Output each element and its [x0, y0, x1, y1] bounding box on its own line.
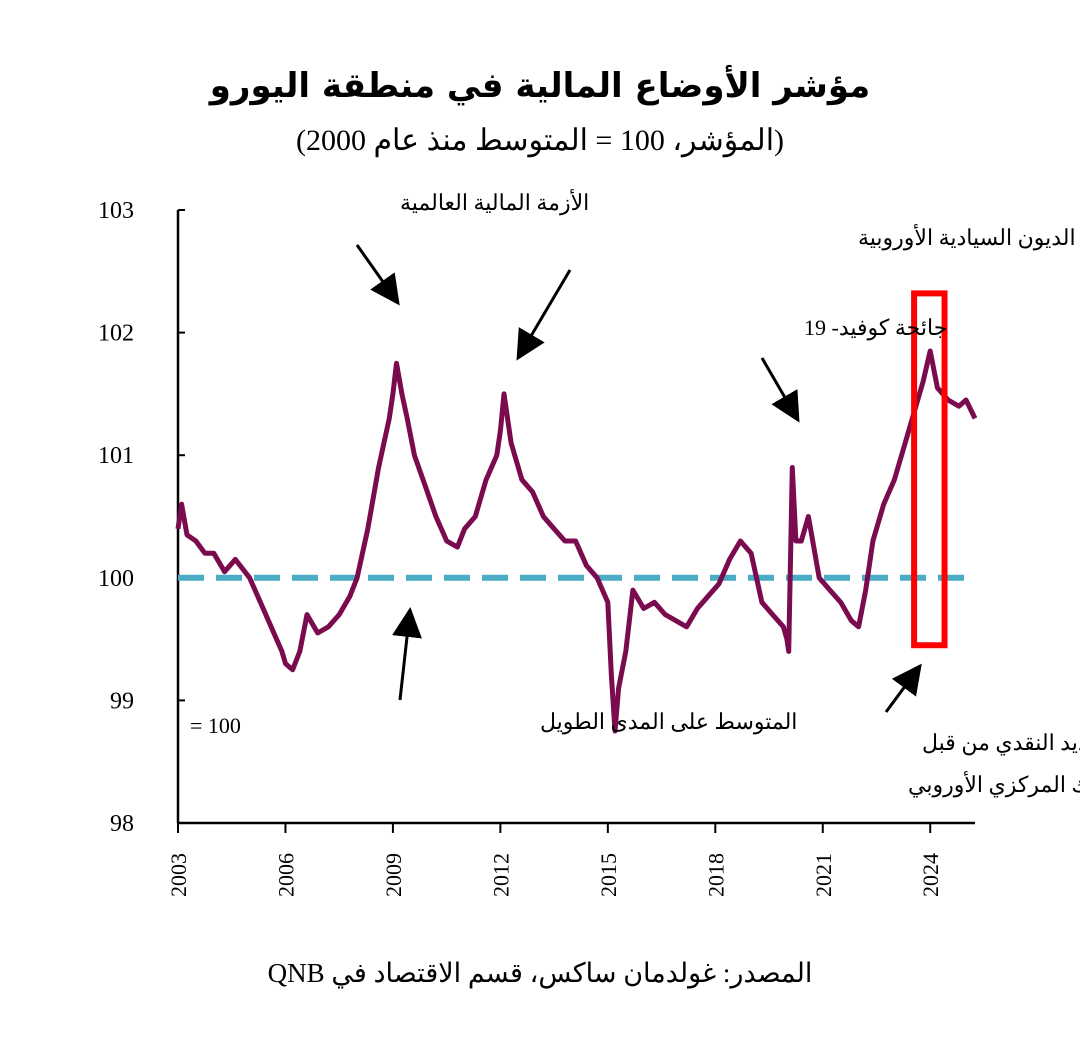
x-tick-label: 2021 — [811, 853, 836, 897]
y-tick-label: 100 — [98, 566, 134, 592]
x-tick-label: 2024 — [918, 853, 943, 897]
annotation-tightening-line2: البنك المركزي الأوروبي — [908, 770, 1080, 798]
x-tick-label: 2006 — [273, 853, 298, 897]
annotation-long-term-average: المتوسط على المدى الطويل — [540, 709, 797, 735]
chart-subtitle: (المؤشر، 100 = المتوسط منذ عام 2000) — [296, 124, 784, 158]
x-tick-label: 2018 — [703, 853, 728, 897]
series-line — [175, 348, 978, 734]
annotation-covid: جائحة كوفيد- 19 — [804, 315, 947, 341]
source-note: المصدر: غولدمان ساكس، قسم الاقتصاد في QN… — [268, 958, 813, 989]
arrow-sovereign-debt — [516, 269, 572, 361]
y-tick-label: 103 — [98, 198, 134, 224]
arrow-long-term-average — [392, 607, 422, 701]
y-axis-ticks: 98 99 100 101 102 103 — [98, 198, 185, 837]
annotation-tightening-line1: دورة التشديد النقدي من قبل — [922, 730, 1080, 756]
x-axis-ticks: 2003 2006 2009 2012 2015 2018 2021 2024 — [166, 823, 943, 897]
arrow-gfc — [355, 244, 400, 306]
chart-title: مؤشر الأوضاع المالية في منطقة اليورو — [208, 64, 870, 106]
y-tick-label: 99 — [110, 688, 134, 714]
x-tick-label: 2009 — [381, 853, 406, 897]
x-tick-label: 2003 — [166, 853, 191, 897]
x-tick-label: 2015 — [596, 853, 621, 897]
annotation-equals-100: = 100 — [190, 713, 241, 738]
x-tick-label: 2012 — [488, 853, 513, 897]
y-tick-label: 102 — [98, 321, 134, 347]
y-tick-label: 98 — [110, 811, 134, 837]
annotation-gfc: الأزمة المالية العالمية — [400, 188, 589, 216]
y-tick-label: 101 — [98, 443, 134, 469]
arrow-covid — [760, 357, 800, 423]
arrow-tightening — [884, 663, 922, 713]
tightening-cycle-box — [911, 290, 948, 649]
annotation-sovereign-debt: أزمة الديون السيادية الأوروبية — [858, 222, 1080, 251]
